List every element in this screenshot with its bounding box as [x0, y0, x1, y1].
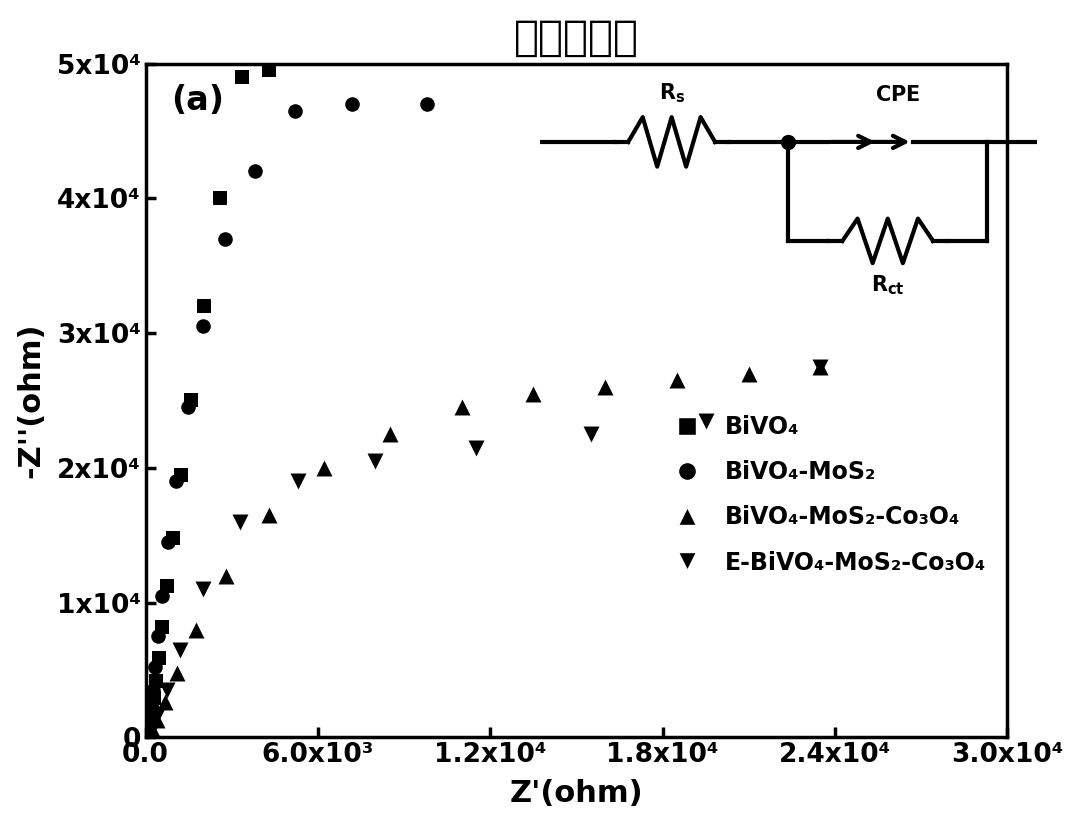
- Point: [232, 515, 249, 528]
- X-axis label: Z'(ohm): Z'(ohm): [510, 780, 644, 808]
- Text: $\mathbf{R_{ct}}$: $\mathbf{R_{ct}}$: [870, 273, 905, 297]
- Point: [140, 719, 158, 732]
- Title: 黑暗条件下: 黑暗条件下: [514, 16, 639, 59]
- Point: [164, 531, 181, 545]
- Point: [146, 661, 163, 674]
- Point: [144, 684, 161, 697]
- Legend: BiVO₄, BiVO₄-MoS₂, BiVO₄-MoS₂-Co₃O₄, E-BiVO₄-MoS₂-Co₃O₄: BiVO₄, BiVO₄-MoS₂, BiVO₄-MoS₂-Co₃O₄, E-B…: [653, 405, 996, 584]
- Point: [289, 474, 307, 488]
- Point: [150, 651, 167, 664]
- Point: [149, 708, 166, 721]
- Point: [140, 728, 158, 742]
- Point: [153, 620, 171, 634]
- Text: $\mathbf{CPE}$: $\mathbf{CPE}$: [875, 85, 920, 105]
- Point: [194, 582, 212, 596]
- Point: [139, 727, 157, 740]
- Point: [582, 427, 599, 441]
- Point: [187, 623, 204, 636]
- Point: [144, 721, 161, 734]
- Point: [144, 723, 161, 736]
- Point: [315, 461, 333, 474]
- Point: [195, 299, 213, 313]
- Point: [160, 535, 177, 549]
- Point: [139, 725, 157, 738]
- Point: [596, 380, 613, 394]
- Point: [812, 361, 829, 374]
- Point: [343, 97, 361, 111]
- Point: [140, 728, 158, 742]
- Point: [138, 728, 156, 742]
- Point: [168, 666, 186, 679]
- Text: $\mathbf{R_s}$: $\mathbf{R_s}$: [659, 81, 685, 105]
- Point: [525, 387, 542, 400]
- Point: [157, 695, 174, 709]
- Point: [138, 730, 156, 743]
- Point: [172, 468, 189, 481]
- Point: [669, 374, 686, 387]
- Point: [148, 714, 165, 727]
- Point: [233, 70, 251, 83]
- Point: [260, 508, 278, 521]
- Point: [141, 711, 159, 724]
- Point: [468, 441, 485, 455]
- Point: [367, 455, 384, 468]
- Y-axis label: -Z''(ohm): -Z''(ohm): [16, 323, 45, 478]
- Point: [217, 569, 234, 582]
- Point: [140, 710, 158, 724]
- Point: [812, 361, 829, 374]
- Point: [158, 684, 175, 697]
- Point: [183, 394, 200, 407]
- Point: [179, 401, 197, 414]
- Point: [149, 629, 166, 643]
- Point: [172, 644, 189, 657]
- Point: [260, 64, 278, 77]
- Point: [286, 104, 303, 117]
- Point: [140, 719, 158, 733]
- Point: [145, 691, 162, 705]
- Text: (a): (a): [172, 84, 225, 117]
- Point: [697, 414, 714, 427]
- Point: [138, 729, 156, 742]
- Point: [216, 232, 233, 245]
- Point: [144, 703, 161, 716]
- Point: [153, 589, 171, 602]
- Point: [381, 427, 399, 441]
- Point: [246, 165, 264, 178]
- Point: [138, 730, 156, 743]
- Point: [740, 367, 757, 380]
- Point: [140, 724, 158, 737]
- Point: [167, 474, 185, 488]
- Point: [418, 97, 435, 111]
- Point: [194, 320, 212, 333]
- Point: [143, 700, 160, 713]
- Point: [453, 401, 470, 414]
- Point: [212, 191, 229, 205]
- Point: [159, 580, 176, 593]
- Point: [147, 674, 164, 687]
